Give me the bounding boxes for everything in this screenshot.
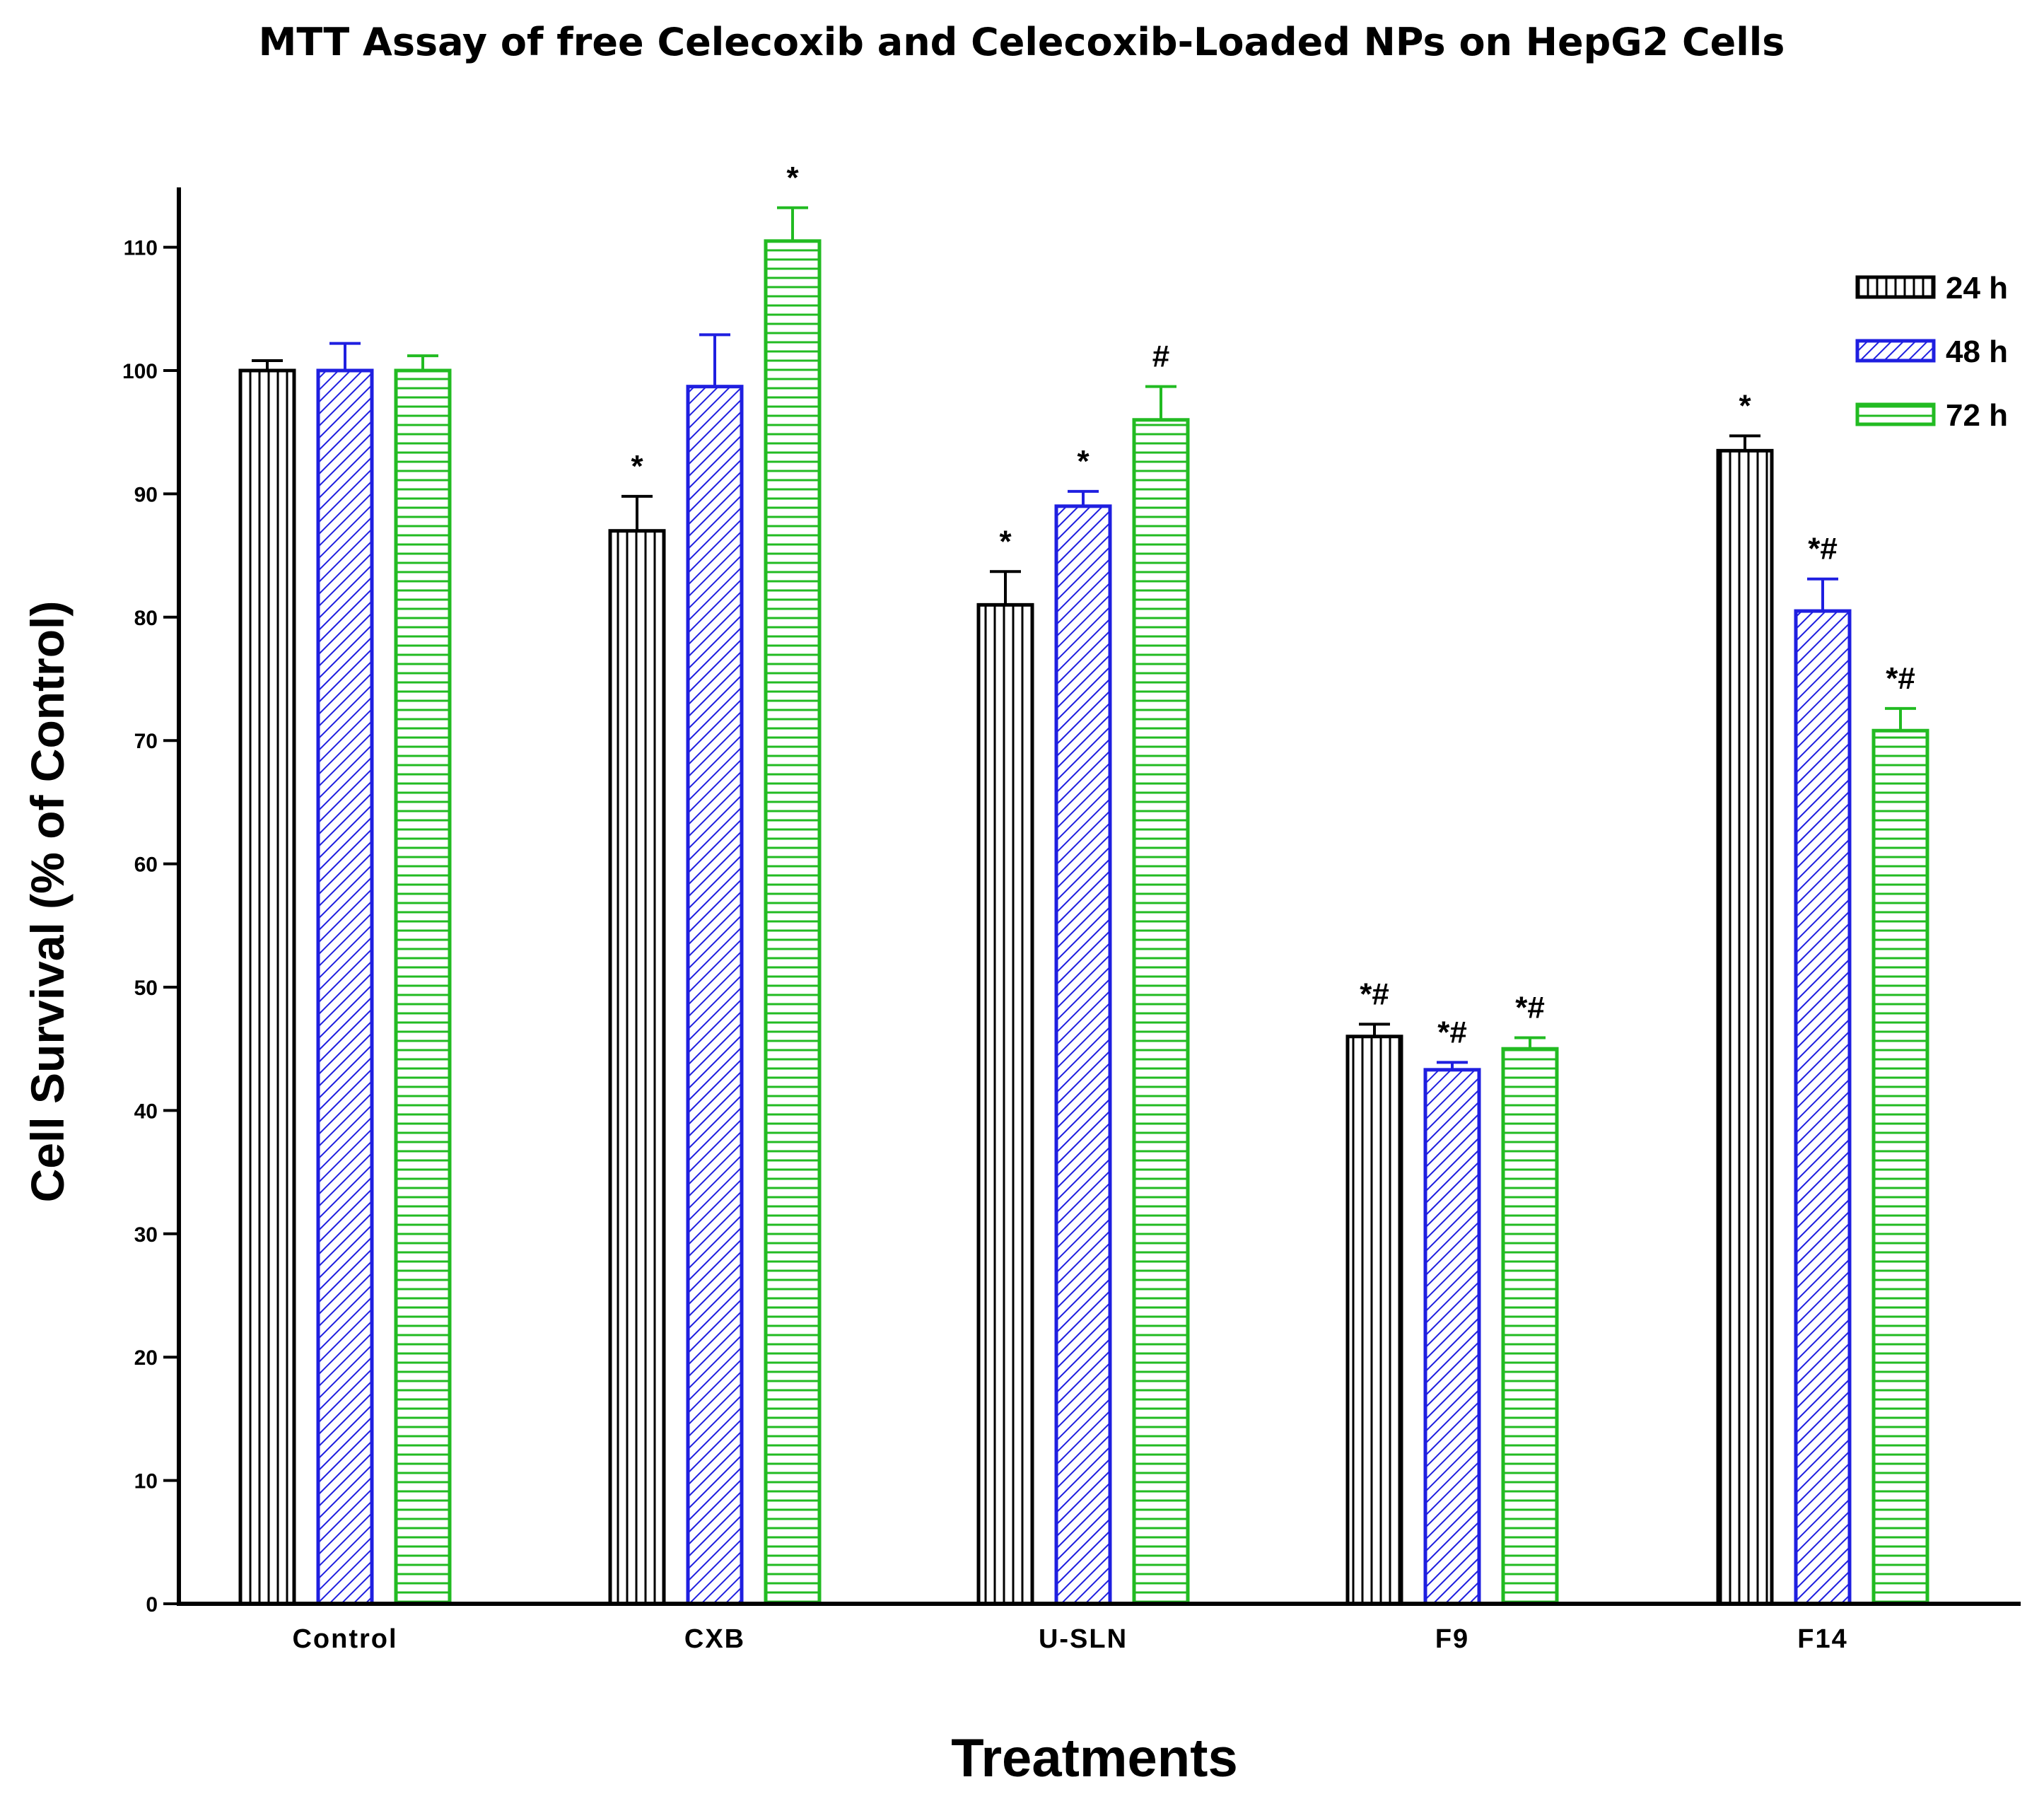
y-tick-label: 30 — [134, 1223, 158, 1247]
significance-annotation: * — [786, 161, 799, 195]
y-tick-label: 10 — [134, 1470, 158, 1493]
bar-control-24h — [238, 368, 296, 1606]
chart-title: MTT Assay of free Celecoxib and Celecoxi… — [259, 20, 1785, 64]
significance-annotation: *# — [1437, 1015, 1467, 1049]
significance-annotation: *# — [1360, 977, 1389, 1011]
significance-annotation: *# — [1808, 532, 1838, 566]
legend-label: 48 h — [1946, 334, 2008, 369]
bar-cxb-48h — [686, 385, 744, 1606]
x-tick-label: CXB — [684, 1624, 745, 1654]
bar-u-sln-72h — [1132, 418, 1190, 1606]
bar-control-48h — [316, 368, 374, 1606]
bar-cxb-72h — [764, 239, 822, 1606]
bar-f14-24h — [1716, 448, 1774, 1606]
y-tick-label: 90 — [134, 483, 158, 506]
legend-swatch-48h — [1855, 339, 1936, 363]
x-tick-label: F9 — [1435, 1624, 1469, 1654]
x-tick-label: Control — [292, 1624, 397, 1654]
y-tick-label: 40 — [134, 1100, 158, 1123]
bar-control-72h — [394, 368, 452, 1606]
y-tick-label: 0 — [146, 1593, 158, 1617]
bar-f14-48h — [1794, 609, 1852, 1606]
bar-f9-72h — [1501, 1047, 1559, 1606]
y-tick-label: 70 — [134, 730, 158, 753]
legend-label: 24 h — [1946, 271, 2008, 305]
axes: Control CXB U-SLN F9 F14 0 10 20 30 40 50 60 70 80 90 1… — [122, 187, 2021, 1654]
significance-annotation: * — [1077, 444, 1090, 479]
x-axis-title: Treatments — [951, 1728, 1238, 1788]
legend-swatch-24h — [1855, 275, 1936, 299]
bar-f9-48h — [1423, 1068, 1481, 1606]
plot-area: ****#*#*#*#**#*# — [238, 161, 1929, 1606]
significance-annotation: *# — [1515, 991, 1545, 1025]
bar-u-sln-48h — [1054, 504, 1112, 1606]
y-tick-label: 80 — [134, 607, 158, 630]
legend: 24 h 48 h 72 h — [1855, 271, 2008, 433]
significance-annotation: * — [999, 524, 1012, 559]
y-tick-label: 110 — [124, 237, 158, 260]
bar-f14-72h — [1871, 728, 1929, 1606]
bar-f9-24h — [1345, 1035, 1403, 1606]
y-tick-label: 100 — [122, 360, 158, 383]
y-tick-label: 60 — [134, 854, 158, 877]
legend-label: 72 h — [1946, 398, 2008, 433]
significance-annotation: * — [631, 449, 643, 484]
y-axis-title: Cell Survival (% of Control) — [21, 601, 74, 1203]
significance-annotation: *# — [1886, 661, 1915, 696]
significance-annotation: * — [1739, 388, 1751, 423]
y-tick-label: 20 — [134, 1346, 158, 1370]
bar-cxb-24h — [608, 529, 666, 1606]
y-tick-label: 50 — [134, 977, 158, 1000]
legend-swatch-72h — [1855, 402, 1936, 426]
significance-annotation: # — [1152, 339, 1169, 374]
x-tick-label: U-SLN — [1039, 1624, 1128, 1654]
bar-u-sln-24h — [976, 602, 1034, 1606]
x-tick-label: F14 — [1797, 1624, 1847, 1654]
